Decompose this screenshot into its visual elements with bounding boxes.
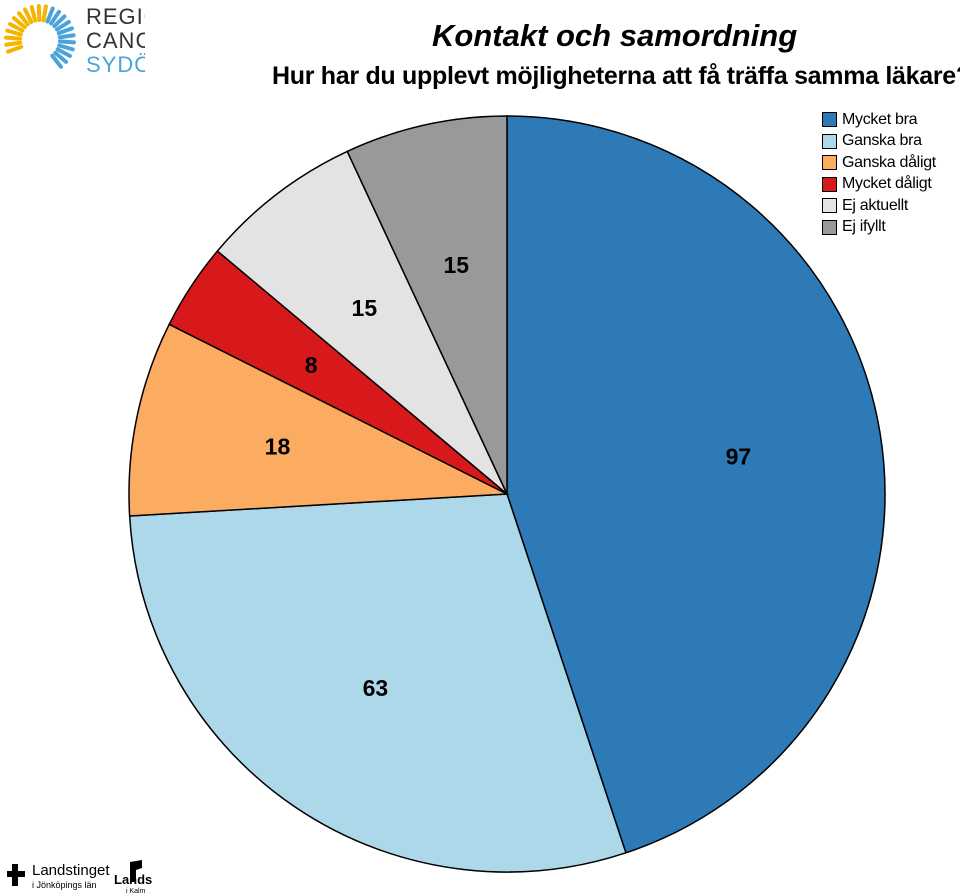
logo-ray: [41, 4, 48, 23]
logo-ray: [57, 39, 76, 45]
pie-slice: [216, 150, 508, 495]
legend-label: Mycket dåligt: [842, 175, 932, 193]
org1-name: Landstinget: [32, 862, 110, 879]
legend-label: Mycket bra: [842, 110, 918, 128]
slice-data-label: 18: [265, 434, 291, 460]
landstinget-jonkoping-icon: [7, 864, 25, 886]
slice-data-label: 15: [443, 252, 469, 278]
slice-data-label: 97: [726, 444, 752, 470]
org1-sub: i Jönköpings län: [32, 880, 97, 890]
logo-ray: [4, 40, 23, 47]
legend-item: Mycket dåligt: [822, 174, 936, 196]
logo-line-3: SYDÖST: [86, 52, 145, 77]
legend-label: Ej ifyllt: [842, 218, 886, 236]
legend-swatch: [822, 219, 837, 235]
logo-ray: [55, 47, 73, 58]
legend-item: Ej aktuellt: [822, 195, 936, 217]
legend-label: Ej aktuellt: [842, 196, 909, 214]
pie-slice: [506, 115, 886, 854]
logo-ray: [49, 9, 62, 26]
logo-line-2: CANCER: [86, 28, 145, 53]
logo-ray: [7, 22, 25, 33]
logo-ray: [17, 11, 30, 27]
chart-legend: Mycket bra Ganska bra Ganska dåligt Mycket …: [822, 109, 936, 238]
logo-ray: [11, 16, 27, 30]
logo-ray: [5, 28, 23, 37]
regional-cancer-logo: REGIONALT CANCER SYDÖST: [0, 0, 145, 82]
logo-ray: [45, 6, 55, 24]
logo-ray: [53, 50, 69, 64]
pie-slice: [346, 115, 508, 495]
logo-ray: [6, 44, 24, 54]
legend-item: Ganska dåligt: [822, 152, 936, 174]
slice-data-label: 8: [305, 352, 318, 378]
footer-logos: Landstinget i Jönköpings län Lands i Kal…: [0, 852, 200, 896]
slice-data-label: 15: [352, 295, 378, 321]
legend-label: Ganska dåligt: [842, 153, 936, 171]
logo-ray: [29, 5, 38, 23]
landstinget-kalmar-icon: [130, 860, 142, 882]
legend-swatch: [822, 112, 837, 128]
legend-swatch: [822, 176, 837, 192]
slice-data-label: 63: [363, 675, 389, 701]
logo-ray: [57, 43, 75, 52]
logo-ray: [4, 35, 23, 41]
org2-sub: i Kalm: [126, 888, 146, 895]
org2-name: Lands: [114, 872, 153, 887]
pie-slice: [128, 493, 627, 873]
logo-ray: [23, 7, 34, 25]
sun-ring-icon: [4, 4, 76, 69]
legend-item: Ganska bra: [822, 131, 936, 153]
legend-swatch: [822, 155, 837, 171]
logo-ray: [54, 19, 71, 32]
page-title: Kontakt och samordning: [432, 18, 798, 53]
logo-ray: [52, 14, 67, 29]
legend-item: Ej ifyllt: [822, 217, 936, 239]
logo-ray: [57, 33, 76, 40]
legend-label: Ganska bra: [842, 132, 922, 150]
logo-line-1: REGIONALT: [86, 4, 145, 29]
chart-subtitle: Hur har du upplevt möjligheterna att få …: [272, 62, 960, 90]
legend-swatch: [822, 133, 837, 149]
logo-ray: [50, 53, 63, 69]
pie-slice: [128, 323, 510, 517]
legend-item: Mycket bra: [822, 109, 936, 131]
logo-ray: [56, 26, 74, 36]
legend-swatch: [822, 198, 837, 214]
